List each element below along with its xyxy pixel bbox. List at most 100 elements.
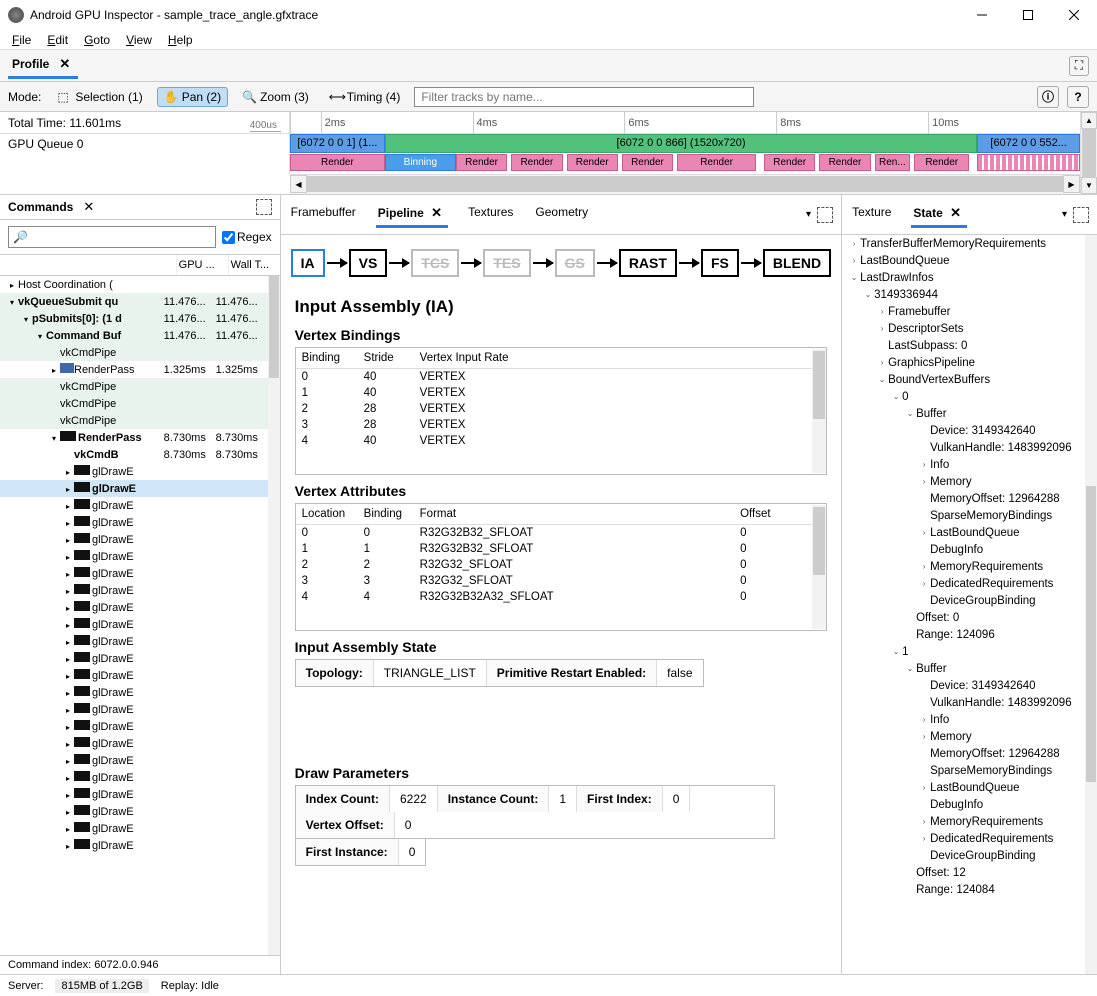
- tab-framebuffer[interactable]: Framebuffer: [289, 201, 358, 228]
- command-row[interactable]: ▸glDrawE: [0, 735, 268, 752]
- state-row[interactable]: DeviceGroupBinding: [842, 592, 1085, 609]
- command-row[interactable]: ▸glDrawE: [0, 463, 268, 480]
- state-row[interactable]: ›DedicatedRequirements: [842, 575, 1085, 592]
- table-row[interactable]: 328VERTEX: [296, 417, 826, 433]
- command-row[interactable]: ▸glDrawE: [0, 803, 268, 820]
- pipe-node-vs[interactable]: VS: [349, 249, 388, 277]
- command-row[interactable]: ▸glDrawE: [0, 548, 268, 565]
- timeline-segment[interactable]: [6072 0 0 1] (1...: [290, 134, 385, 153]
- binning-block[interactable]: Binning: [385, 154, 456, 171]
- state-menu-icon[interactable]: ▾: [1062, 209, 1067, 220]
- timeline-segment[interactable]: [6072 0 0 866] (1520x720): [385, 134, 978, 153]
- tab-geometry[interactable]: Geometry: [533, 201, 590, 228]
- mode-pan[interactable]: ✋ Pan (2): [157, 87, 228, 107]
- command-row[interactable]: ▸glDrawE: [0, 582, 268, 599]
- state-row[interactable]: ›GraphicsPipeline: [842, 354, 1085, 371]
- state-row[interactable]: ›LastBoundQueue: [842, 252, 1085, 269]
- commands-search-input[interactable]: [8, 226, 216, 248]
- render-block[interactable]: Render: [511, 154, 562, 171]
- state-row[interactable]: Offset: 12: [842, 864, 1085, 881]
- scroll-down-icon[interactable]: ▼: [1081, 177, 1097, 194]
- state-row[interactable]: ⌄0: [842, 388, 1085, 405]
- regex-checkbox[interactable]: Regex: [222, 230, 272, 244]
- command-row[interactable]: ▾vkQueueSubmit qu11.476...11.476...: [0, 293, 268, 310]
- command-row[interactable]: ▸glDrawE: [0, 531, 268, 548]
- timeline-hscrollbar[interactable]: ◀ ▶: [290, 174, 1080, 194]
- menu-goto[interactable]: Goto: [76, 32, 118, 48]
- command-row[interactable]: ▸glDrawE: [0, 650, 268, 667]
- state-row[interactable]: ⌄Buffer: [842, 660, 1085, 677]
- menu-edit[interactable]: Edit: [39, 32, 76, 48]
- state-row[interactable]: ›DedicatedRequirements: [842, 830, 1085, 847]
- state-row[interactable]: Device: 3149342640: [842, 677, 1085, 694]
- render-track[interactable]: Render Binning Render Render Render Rend…: [290, 154, 1080, 174]
- command-row[interactable]: ▸glDrawE: [0, 684, 268, 701]
- command-row[interactable]: vkCmdB8.730ms8.730ms: [0, 446, 268, 463]
- filter-tracks-input[interactable]: [414, 87, 754, 107]
- mode-timing[interactable]: ⟷ Timing (4): [323, 88, 407, 106]
- mode-selection[interactable]: ⬚ Selection (1): [51, 88, 148, 106]
- commands-tree[interactable]: ▸Host Coordination (▾vkQueueSubmit qu11.…: [0, 276, 268, 955]
- timeline-vscrollbar[interactable]: ▲ ▼: [1080, 112, 1097, 194]
- command-row[interactable]: ▸glDrawE: [0, 497, 268, 514]
- command-row[interactable]: vkCmdPipe: [0, 412, 268, 429]
- stripes-block[interactable]: [977, 154, 1080, 171]
- command-row[interactable]: ▸glDrawE: [0, 514, 268, 531]
- time-scale[interactable]: 2ms 4ms 6ms 8ms 10ms: [290, 112, 1080, 133]
- command-row[interactable]: ▸glDrawE: [0, 820, 268, 837]
- command-row[interactable]: ▸glDrawE: [0, 752, 268, 769]
- state-row[interactable]: ›MemoryRequirements: [842, 558, 1085, 575]
- render-block[interactable]: Render: [914, 154, 969, 171]
- state-maximize-icon[interactable]: [1073, 207, 1089, 223]
- command-row[interactable]: ▸glDrawE: [0, 786, 268, 803]
- state-row[interactable]: MemoryOffset: 12964288: [842, 490, 1085, 507]
- state-row[interactable]: DeviceGroupBinding: [842, 847, 1085, 864]
- state-row[interactable]: ›DescriptorSets: [842, 320, 1085, 337]
- pipe-node-ia[interactable]: IA: [291, 249, 325, 277]
- info-button[interactable]: ⓘ: [1037, 86, 1059, 108]
- state-row[interactable]: DebugInfo: [842, 541, 1085, 558]
- state-close-icon[interactable]: ✕: [946, 205, 965, 220]
- tab-pipeline[interactable]: Pipeline ✕: [376, 201, 448, 228]
- tab-textures[interactable]: Textures: [466, 201, 515, 228]
- table-row[interactable]: 040VERTEX: [296, 369, 826, 385]
- table-row[interactable]: 140VERTEX: [296, 385, 826, 401]
- render-block[interactable]: Render: [567, 154, 618, 171]
- render-block[interactable]: Ren...: [875, 154, 911, 171]
- command-row[interactable]: ▸glDrawE: [0, 633, 268, 650]
- state-row[interactable]: ›Info: [842, 456, 1085, 473]
- command-row[interactable]: ▸glDrawE: [0, 769, 268, 786]
- table-row[interactable]: 11R32G32B32_SFLOAT0: [296, 541, 826, 557]
- state-row[interactable]: ›TransferBufferMemoryRequirements: [842, 235, 1085, 252]
- command-row[interactable]: ▸glDrawE: [0, 701, 268, 718]
- scroll-up-icon[interactable]: ▲: [1081, 112, 1097, 129]
- close-button[interactable]: [1051, 0, 1097, 30]
- state-row[interactable]: ›Memory: [842, 473, 1085, 490]
- mode-zoom[interactable]: 🔍 Zoom (3): [236, 88, 315, 106]
- timeline-segment[interactable]: [6072 0 0 552...: [977, 134, 1080, 153]
- state-row[interactable]: ›Info: [842, 711, 1085, 728]
- pipe-node-fs[interactable]: FS: [701, 249, 739, 277]
- render-block[interactable]: Render: [764, 154, 815, 171]
- tab-profile[interactable]: Profile ✕: [8, 52, 78, 79]
- queue-track[interactable]: [6072 0 0 1] (1... [6072 0 0 866] (1520x…: [290, 134, 1080, 154]
- command-row[interactable]: ▾RenderPass8.730ms8.730ms: [0, 429, 268, 446]
- state-row[interactable]: MemoryOffset: 12964288: [842, 745, 1085, 762]
- state-row[interactable]: ⌄LastDrawInfos: [842, 269, 1085, 286]
- command-row[interactable]: ▾Command Buf11.476...11.476...: [0, 327, 268, 344]
- command-row[interactable]: ▸glDrawE: [0, 565, 268, 582]
- table-row[interactable]: 33R32G32_SFLOAT0: [296, 573, 826, 589]
- maximize-panel-icon[interactable]: ⛶: [1069, 56, 1089, 76]
- state-row[interactable]: DebugInfo: [842, 796, 1085, 813]
- menu-help[interactable]: Help: [160, 32, 201, 48]
- state-vscrollbar[interactable]: [1085, 235, 1097, 974]
- state-row[interactable]: SparseMemoryBindings: [842, 507, 1085, 524]
- command-row[interactable]: vkCmdPipe: [0, 344, 268, 361]
- commands-vscrollbar[interactable]: [268, 276, 280, 955]
- state-row[interactable]: Device: 3149342640: [842, 422, 1085, 439]
- command-row[interactable]: ▸glDrawE: [0, 718, 268, 735]
- scroll-right-icon[interactable]: ▶: [1063, 175, 1080, 193]
- scroll-left-icon[interactable]: ◀: [290, 175, 307, 193]
- state-row[interactable]: Range: 124084: [842, 881, 1085, 898]
- command-row[interactable]: ▸Host Coordination (: [0, 276, 268, 293]
